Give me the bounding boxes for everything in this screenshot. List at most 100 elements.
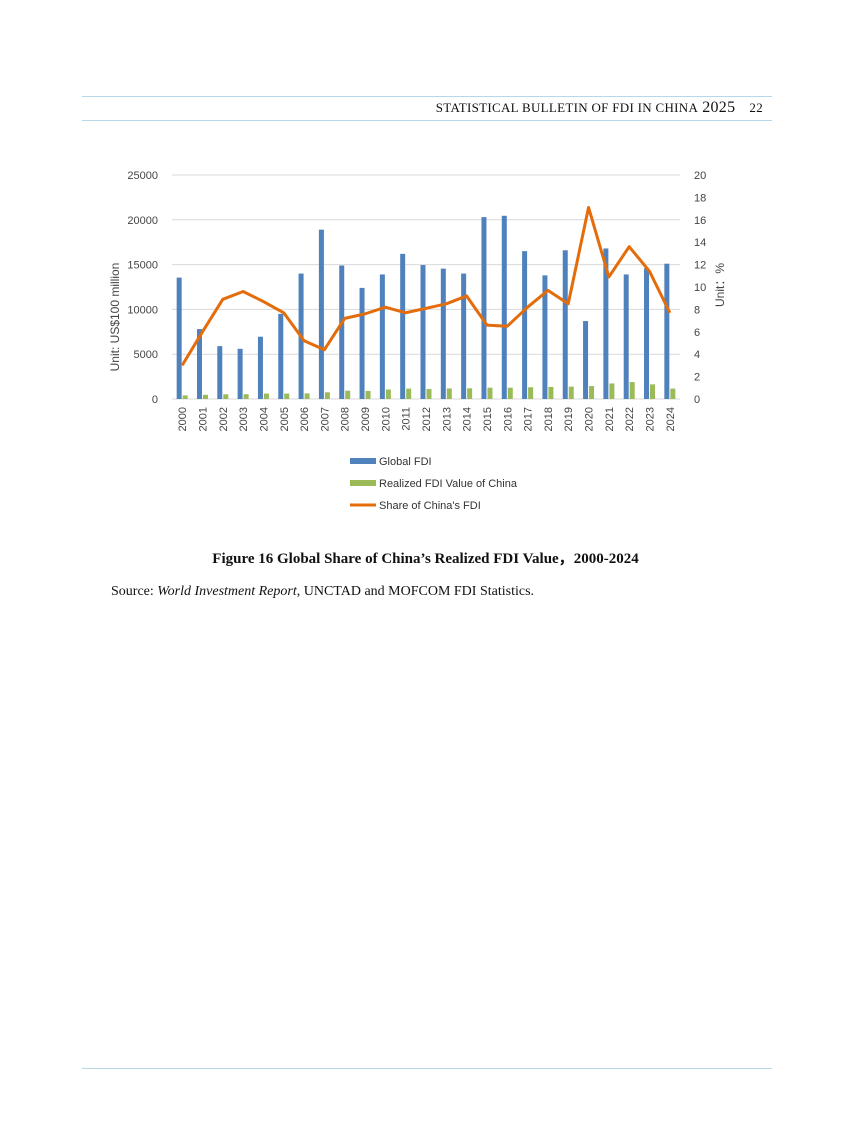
bar-global-fdi: [237, 348, 243, 399]
bar-global-fdi: [379, 274, 385, 399]
bar-china-fdi: [589, 386, 595, 399]
share-line: [180, 205, 672, 367]
bar-global-fdi: [400, 253, 406, 399]
x-tick-label: 2002: [218, 407, 230, 431]
bar-global-fdi: [440, 268, 446, 399]
header-year: 2025: [702, 99, 736, 116]
bar-china-fdi: [223, 394, 229, 399]
bar-global-fdi: [603, 248, 609, 399]
x-tick-label: 2023: [645, 407, 657, 431]
x-tick-label: 2020: [584, 407, 596, 431]
y-tick-label-left: 5000: [134, 349, 158, 361]
x-tick-label: 2013: [441, 407, 453, 431]
legend-label: Share of China's FDI: [379, 500, 481, 512]
axes: 0 5000 10000 15000 20000 25000 0 2 4 6 8 10 12 14 16 18…: [127, 170, 706, 431]
x-tick-label: 2008: [340, 407, 352, 431]
y-tick-label-right: 0: [694, 394, 700, 406]
y-tick-label-right: 16: [694, 215, 706, 227]
bar-global-fdi: [278, 313, 284, 399]
x-tick-label: 2005: [279, 407, 291, 431]
bar-global-fdi: [339, 265, 345, 399]
bar-china-fdi: [629, 382, 635, 399]
bar-china-fdi: [385, 389, 391, 399]
y-tick-label-right: 4: [694, 349, 700, 361]
bar-china-fdi: [609, 383, 615, 399]
bar-china-fdi: [284, 393, 290, 399]
figure-source: Source: World Investment Report, UNCTAD …: [111, 584, 534, 600]
bar-china-fdi: [446, 388, 452, 399]
source-report-title: World Investment Report: [157, 584, 297, 599]
x-tick-label: 2015: [482, 407, 494, 431]
bar-china-fdi: [487, 387, 493, 399]
x-tick-label: 2019: [563, 407, 575, 431]
footer-rule: [82, 1068, 772, 1069]
y-tick-label-left: 25000: [127, 170, 158, 182]
header-bottom-rule: [82, 120, 772, 121]
bar-china-fdi: [507, 387, 513, 399]
y-tick-label-right: 2: [694, 372, 700, 384]
bar-china-fdi: [182, 395, 188, 399]
bar-china-fdi: [467, 388, 473, 399]
y-tick-label-right: 12: [694, 260, 706, 272]
bar-global-fdi: [522, 251, 528, 399]
bar-global-fdi: [318, 229, 324, 399]
legend-label: Realized FDI Value of China: [379, 478, 518, 490]
source-label: Source:: [111, 584, 158, 599]
x-tick-label: 2017: [523, 407, 535, 431]
running-head: STATISTICAL BULLETIN OF FDI IN CHINA 2025…: [436, 99, 763, 117]
bar-global-fdi: [176, 277, 182, 399]
bar-china-fdi: [568, 386, 574, 399]
header-top-rule: [82, 96, 772, 97]
bar-global-fdi: [196, 329, 202, 399]
x-tick-label: 2014: [462, 407, 474, 431]
x-tick-label: 2010: [380, 407, 392, 431]
figure-caption: Figure 16 Global Share of China’s Realiz…: [212, 551, 639, 567]
x-tick-label: 2009: [360, 407, 372, 431]
bar-global-fdi: [461, 273, 467, 399]
y-tick-label-left: 20000: [127, 215, 158, 227]
bar-china-fdi: [528, 387, 534, 399]
bar-china-fdi: [426, 388, 432, 399]
bar-china-fdi: [202, 394, 208, 399]
x-tick-label: 2004: [258, 407, 270, 431]
x-tick-label: 2024: [665, 407, 677, 431]
y-tick-label-left: 0: [152, 394, 158, 406]
source-rest: , UNCTAD and MOFCOM FDI Statistics.: [296, 584, 535, 599]
x-tick-label: 2018: [543, 407, 555, 431]
bar-global-fdi: [623, 274, 629, 399]
y-axis-label-left: Unit: US$100 million: [108, 263, 122, 372]
bar-global-fdi: [359, 287, 365, 399]
x-tick-label: 2001: [197, 407, 209, 431]
bar-china-fdi: [650, 384, 656, 399]
bar-china-fdi: [365, 390, 371, 399]
y-tick-label-right: 18: [694, 192, 706, 204]
x-tick-label: 2007: [319, 407, 331, 431]
y-tick-label-right: 20: [694, 170, 706, 182]
bar-global-fdi: [583, 321, 589, 399]
x-tick-label: 2000: [177, 407, 189, 431]
bar-china-fdi: [345, 390, 351, 399]
x-tick-label: 2011: [401, 407, 413, 431]
bar-global-fdi: [257, 336, 263, 399]
legend-swatch-china: [350, 480, 376, 486]
bar-global-fdi: [217, 346, 223, 399]
bar-china-fdi: [304, 393, 310, 399]
y-tick-label-left: 15000: [127, 260, 158, 272]
bar-global-fdi: [501, 215, 507, 399]
bar-global-fdi: [481, 217, 487, 399]
y-tick-label-right: 6: [694, 327, 700, 339]
x-tick-label: 2021: [604, 407, 616, 431]
x-tick-label: 2016: [502, 407, 514, 431]
bar-global-fdi: [664, 263, 670, 399]
header-title: STATISTICAL BULLETIN OF FDI IN CHINA: [435, 100, 699, 115]
bar-global-fdi: [420, 265, 426, 399]
y-tick-label-right: 14: [694, 237, 706, 249]
legend-swatch-global: [350, 458, 376, 464]
bar-global-fdi: [562, 250, 568, 399]
x-tick-label: 2003: [238, 407, 250, 431]
y-tick-label-right: 8: [694, 304, 700, 316]
y-tick-label-right: 10: [694, 282, 706, 294]
y-axis-label-right: Unit：%: [713, 263, 727, 307]
legend: Global FDI Realized FDI Value of China Sha…: [350, 456, 518, 512]
bar-china-fdi: [243, 394, 249, 399]
